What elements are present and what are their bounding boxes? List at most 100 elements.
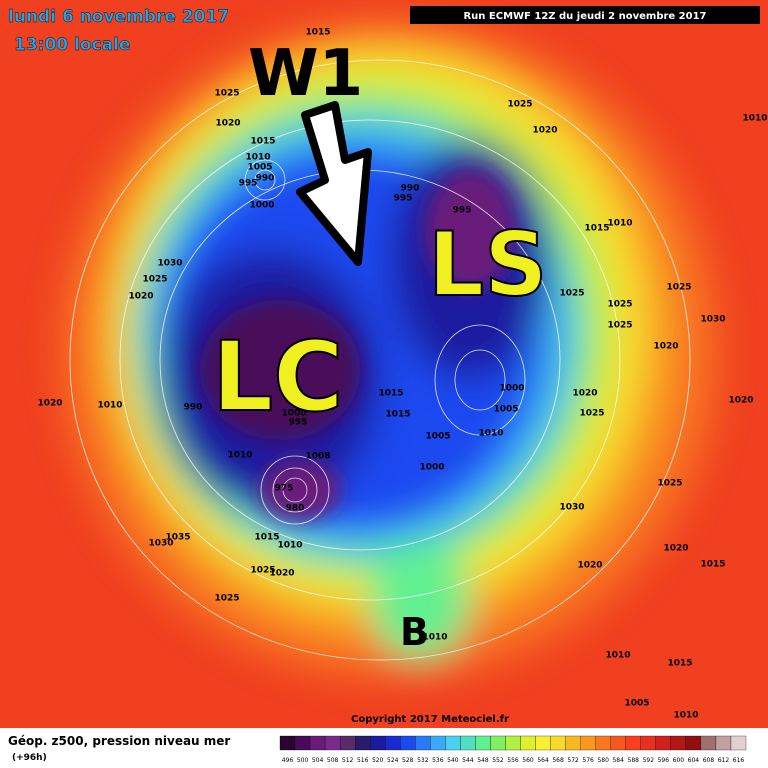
pressure-label: 1015	[254, 533, 279, 543]
scale-swatch	[535, 735, 551, 751]
pressure-label: 1015	[667, 659, 692, 669]
scale-swatch	[595, 735, 611, 751]
footer-lead: (+96h)	[12, 753, 47, 763]
pressure-label: 1010	[478, 429, 503, 439]
pressure-label: 980	[286, 504, 305, 514]
pressure-label: 1010	[422, 633, 447, 643]
pressure-label: 1020	[663, 544, 688, 554]
ls-label: LS	[428, 213, 547, 316]
scale-swatch	[294, 735, 311, 751]
scale-swatch	[610, 735, 626, 751]
pressure-label: 1020	[269, 569, 294, 579]
scale-swatch	[279, 735, 296, 751]
geopotential-field	[60, 20, 720, 680]
scale-swatch	[385, 735, 401, 751]
scale-swatch	[625, 735, 641, 751]
pressure-label: 1015	[385, 410, 410, 420]
pressure-label: 1030	[700, 315, 725, 325]
pressure-label: 1010	[97, 401, 122, 411]
pressure-label: 1000	[419, 463, 444, 473]
pressure-label: 1010	[605, 651, 630, 661]
pressure-label: 1025	[666, 283, 691, 293]
time: 13:00 locale	[14, 35, 130, 55]
scale-swatch	[430, 735, 446, 751]
scale-swatch	[415, 735, 431, 751]
scale-swatch	[655, 735, 671, 751]
pressure-label: 1025	[559, 289, 584, 299]
scale-label: 608	[703, 757, 715, 764]
pressure-label: 1025	[607, 300, 632, 310]
scale-label: 544	[462, 757, 474, 764]
scale-swatch	[715, 735, 732, 751]
scale-label: 500	[297, 757, 309, 764]
pressure-label: 1015	[305, 28, 330, 38]
scale-label: 548	[477, 757, 489, 764]
pressure-label: 1020	[215, 119, 240, 129]
scale-label: 516	[357, 757, 369, 764]
pressure-label: 1020	[532, 126, 557, 136]
scale-swatch	[355, 735, 371, 751]
scale-label: 584	[612, 757, 624, 764]
scale-swatch	[309, 735, 326, 751]
scale-label: 592	[643, 757, 655, 764]
scale-label: 568	[552, 757, 564, 764]
scale-swatch	[370, 735, 386, 751]
pressure-label: 1025	[142, 275, 167, 285]
pressure-label: 1020	[728, 396, 753, 406]
pressure-label: 975	[275, 484, 294, 494]
pressure-label: 1008	[305, 452, 330, 462]
scale-label: 616	[733, 757, 745, 764]
scale-label: 576	[582, 757, 594, 764]
scale-swatch	[339, 735, 356, 751]
pressure-label: 1020	[37, 399, 62, 409]
pressure-label: 1035	[165, 533, 190, 543]
pressure-label: 1030	[148, 539, 173, 549]
scale-swatch	[565, 735, 581, 751]
scale-label: 536	[432, 757, 444, 764]
pressure-label: 1015	[378, 389, 403, 399]
scale-label: 552	[492, 757, 504, 764]
pressure-label: 1015	[250, 137, 275, 147]
pressure-label: 1025	[214, 594, 239, 604]
scale-label: 520	[372, 757, 384, 764]
pressure-label: 1030	[559, 503, 584, 513]
scale-swatch	[505, 735, 521, 751]
pressure-label: 1000	[281, 409, 306, 419]
pressure-label: 995	[239, 179, 258, 189]
pressure-label: 1010	[227, 451, 252, 461]
scale-swatch	[685, 735, 702, 751]
pressure-label: 1025	[214, 89, 239, 99]
pressure-label: 1030	[157, 259, 182, 269]
run-box	[410, 6, 760, 24]
scale-label: 604	[688, 757, 700, 764]
arrow-label: W1	[248, 37, 363, 111]
pressure-labels: 1015102510201015101010059959901000102510…	[37, 28, 767, 721]
scale-label: 532	[417, 757, 429, 764]
pressure-label: 1000	[249, 201, 274, 211]
pressure-label: 1020	[572, 389, 597, 399]
scale-label: 524	[387, 757, 399, 764]
pressure-label: 1020	[653, 342, 678, 352]
pressure-label: 990	[401, 184, 420, 194]
pressure-label: 995	[394, 194, 413, 204]
pressure-label: 995	[453, 206, 472, 216]
scale-label: 496	[282, 757, 294, 764]
pressure-label: 1010	[245, 153, 270, 163]
scale-label: 508	[327, 757, 339, 764]
scale-swatch	[550, 735, 566, 751]
pressure-label: 1025	[607, 321, 632, 331]
copyright: Copyright 2017 Meteociel.fr	[351, 714, 509, 725]
scale-swatch	[445, 735, 461, 751]
pressure-label: 1025	[657, 479, 682, 489]
scale-label: 556	[507, 757, 519, 764]
pressure-label: 1015	[584, 224, 609, 234]
scale-swatch	[460, 735, 476, 751]
pressure-label: 1005	[247, 163, 272, 173]
pressure-label: 990	[256, 174, 275, 184]
pressure-label: 1025	[579, 409, 604, 419]
run-info: Run ECMWF 12Z du jeudi 2 novembre 2017	[463, 11, 706, 22]
scale-label: 572	[567, 757, 579, 764]
scale-swatch	[730, 735, 747, 751]
pressure-label: 1020	[128, 292, 153, 302]
